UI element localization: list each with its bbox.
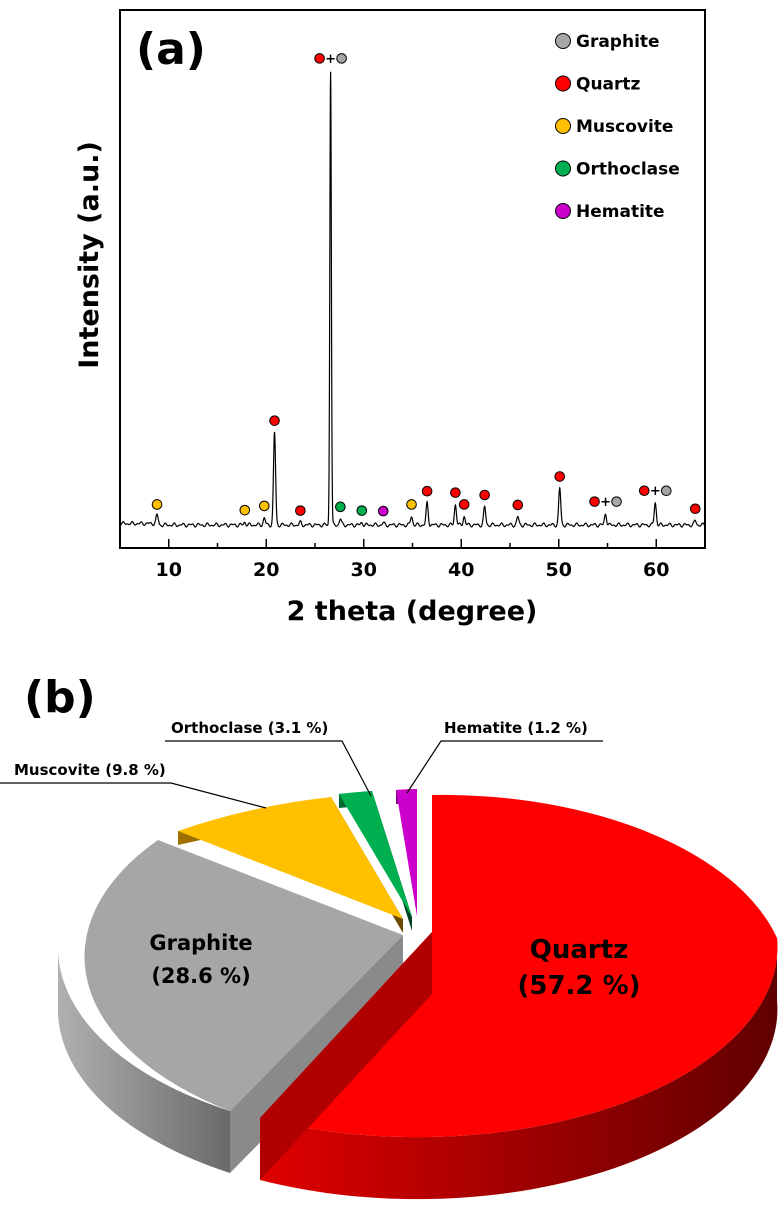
hematite-callout: Hematite (1.2 %) [444,719,588,737]
peak-marker-quartz [689,503,701,515]
peak-marker-muscovite [259,500,270,512]
peak-marker-quartz [421,485,433,497]
x-tick-label: 40 [448,559,474,581]
x-axis-ticks: 10 20 30 40 50 60 [119,539,706,581]
legend-label-quartz: Quartz [576,75,641,95]
legend-label-graphite: Graphite [576,32,660,52]
legend-marker-hematite [555,203,571,219]
muscovite-callout: Muscovite (9.8 %) [14,761,166,779]
peak-marker-quartz [314,53,325,64]
xrd-chart: 10 20 30 40 50 60 + + + (a) 2 theta (degree) In… [74,9,706,627]
peak-marker-quartz [450,487,461,498]
xrd-pattern-line [119,71,706,528]
peak-marker-graphite [336,53,347,64]
legend-label-hematite: Hematite [576,202,665,222]
hematite-slice [396,789,417,916]
legend-marker-orthoclase [555,160,571,177]
x-tick-label: 10 [156,559,182,581]
quartz-slice-side [260,938,778,1200]
pie-chart: (b) Graphite (28.6 %) Quartz (57.2 %) M [0,672,778,1200]
quartz-slice-cut [260,932,432,1180]
peak-marker-quartz [554,471,566,482]
orthoclase-callout: Orthoclase (3.1 %) [171,719,328,737]
peak-marker-graphite [660,485,672,497]
peak-marker-plus: + [650,484,661,499]
x-tick-label: 60 [643,559,669,581]
peak-marker-muscovite [406,499,417,510]
peak-marker-hematite [377,505,389,517]
x-tick-label: 20 [253,559,279,581]
muscovite-callout-line [0,782,267,809]
orthoclase-callout-line [165,740,372,797]
quartz-label-value: (57.2 %) [517,971,640,1001]
orthoclase-slice [339,791,412,917]
graphite-slice-side [58,951,230,1173]
peak-marker-orthoclase [335,501,346,513]
peak-marker-quartz [512,499,524,511]
x-tick-label: 50 [546,559,572,581]
legend-marker-quartz [555,75,571,92]
hematite-callout-line [406,740,603,794]
peak-marker-plus: + [325,52,336,67]
quartz-slice [260,794,778,1138]
x-axis-title: 2 theta (degree) [287,596,538,627]
peak-marker-graphite [611,496,622,507]
peak-marker-muscovite [151,499,163,510]
peak-marker-quartz [458,499,470,510]
peak-marker-quartz [479,489,490,501]
peak-markers: + + + [151,52,701,517]
legend-label-orthoclase: Orthoclase [576,160,680,180]
quartz-label-name: Quartz [530,935,629,965]
graphite-label-value: (28.6 %) [151,964,250,988]
graphite-slice [84,840,404,1111]
legend-label-muscovite: Muscovite [576,117,673,137]
peak-marker-plus: + [600,495,611,510]
panel-b-label: (b) [24,672,96,723]
legend-marker-graphite [555,33,571,49]
x-tick-label: 30 [351,559,377,581]
y-axis-title: Intensity (a.u.) [74,141,105,369]
peak-marker-muscovite [239,504,251,516]
peak-marker-quartz [638,485,650,497]
graphite-label-name: Graphite [149,931,252,955]
peak-marker-quartz [295,505,306,516]
peak-marker-quartz [269,415,280,426]
panel-a-label: (a) [136,24,206,75]
muscovite-slice [178,797,403,919]
peak-marker-quartz [589,496,600,507]
legend: Graphite Quartz Muscovite Orthoclase Hematit… [555,32,680,222]
legend-marker-muscovite [555,118,571,134]
peak-marker-orthoclase [356,505,368,516]
